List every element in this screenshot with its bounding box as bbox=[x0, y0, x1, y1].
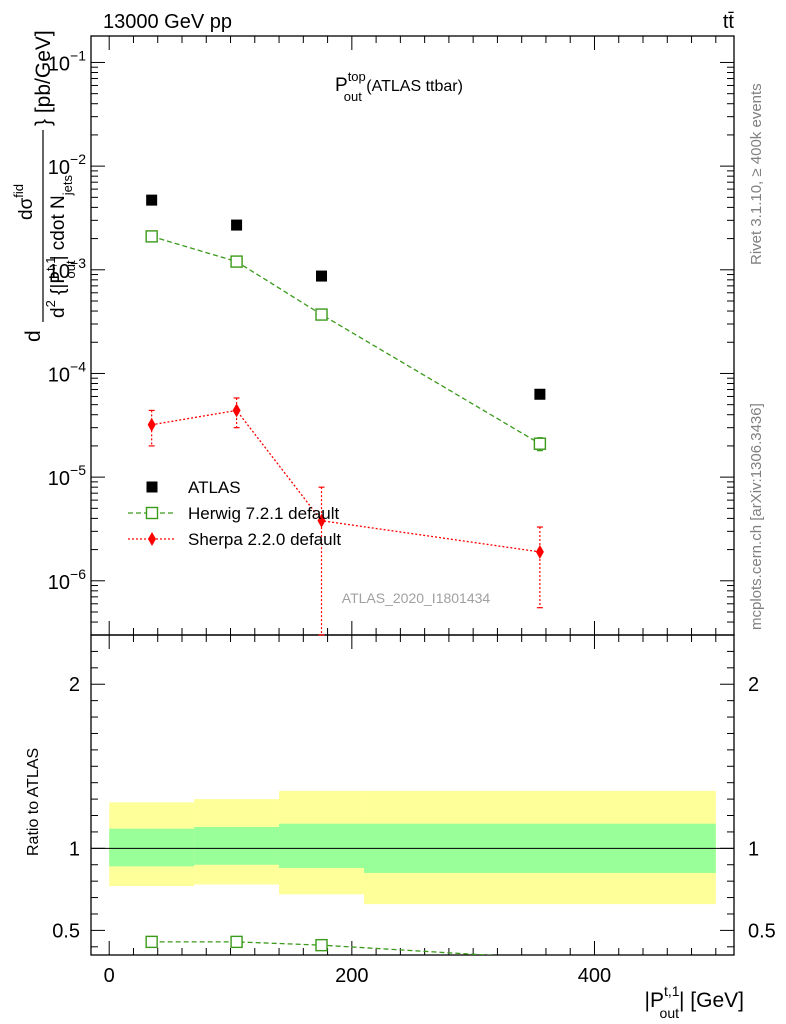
ratio-y-tick-label-right: 1 bbox=[748, 838, 759, 860]
ratio-herwig-point bbox=[145, 935, 158, 949]
main-herwig-line bbox=[151, 235, 541, 445]
plot-title-sup: top bbox=[348, 69, 366, 84]
main-sherpa-point bbox=[232, 403, 241, 418]
ratio-herwig-point bbox=[230, 935, 243, 949]
main-y-axis-label: d dσfid d2 {|Pt,1 out| cdot Njets } [pb/G… bbox=[11, 30, 78, 342]
ratio-series bbox=[145, 935, 497, 955]
analysis-watermark: ATLAS_2020_I1801434 bbox=[342, 590, 491, 606]
main-herwig-point bbox=[533, 437, 547, 450]
ratio-band-inner-2 bbox=[279, 823, 364, 869]
tick-base: 10 bbox=[48, 53, 70, 75]
ylabel-den-open: {|P bbox=[48, 271, 69, 300]
mcplots-label: mcplots.cern.ch [arXiv:1306.3436] bbox=[748, 403, 765, 630]
main-herwig-point bbox=[145, 230, 158, 243]
legend-marker-herwig bbox=[145, 506, 159, 520]
ylabel-numerator: dσfid bbox=[11, 184, 37, 220]
main-data-point bbox=[231, 219, 243, 231]
header-left-label: 13000 GeV pp bbox=[103, 11, 232, 33]
main-data-point bbox=[316, 270, 328, 282]
legend-label-sherpa: Sherpa 2.2.0 default bbox=[188, 530, 341, 549]
main-herwig-point bbox=[315, 308, 328, 321]
main-sherpa-point bbox=[535, 544, 544, 559]
x-axis-label: |Pt,1 out| [GeV] bbox=[645, 983, 745, 1021]
tick-base: 10 bbox=[48, 468, 70, 490]
x-tick-label: 200 bbox=[335, 965, 368, 987]
ylabel-denominator: d2 {|Pt,1 out| cdot Njets bbox=[43, 175, 78, 318]
ylabel-den-sup2: 2 bbox=[43, 300, 58, 307]
main-y-tick-label: 10−4 bbox=[48, 358, 86, 386]
ratio-herwig-point bbox=[315, 938, 328, 952]
plot-title-main: P bbox=[335, 75, 348, 96]
ylabel-unit: } [pb/GeV] bbox=[32, 30, 55, 126]
legend-marker-data bbox=[146, 481, 158, 493]
ylabel-prefix-d: d bbox=[22, 330, 45, 342]
plot-title: Ptop out (ATLAS ttbar) bbox=[335, 69, 463, 104]
ylabel-num-sigma: σ bbox=[16, 197, 37, 209]
ratio-axis-ticks: 0.5 0.5 1 1 2 2 0 200 400 bbox=[52, 635, 776, 987]
legend: ATLAS Herwig 7.2.1 default Sherpa 2.2.0 de… bbox=[128, 478, 341, 549]
plot-title-rest: (ATLAS ttbar) bbox=[362, 78, 463, 95]
ylabel-num-sup: fid bbox=[11, 184, 26, 198]
plot-title-sub: out bbox=[344, 89, 362, 104]
tick-exponent: −5 bbox=[70, 462, 86, 478]
tick-exponent: −1 bbox=[70, 47, 86, 63]
header-right-label: tt̄ bbox=[723, 11, 735, 33]
ratio-y-tick-label-right: 2 bbox=[748, 674, 759, 696]
x-tick-label: 0 bbox=[104, 965, 115, 987]
ylabel-den-close: | cdot N bbox=[48, 195, 69, 260]
tick-base: 10 bbox=[48, 364, 70, 386]
tick-base: 10 bbox=[48, 157, 70, 179]
main-data-point bbox=[146, 194, 158, 206]
ratio-y-tick-label: 0.5 bbox=[52, 920, 80, 942]
ratio-band-inner-0 bbox=[109, 828, 195, 867]
x-tick-label: 400 bbox=[578, 965, 611, 987]
ratio-band-inner-1 bbox=[194, 827, 280, 865]
tick-exponent: −6 bbox=[70, 566, 86, 582]
main-herwig-point bbox=[230, 255, 243, 268]
main-y-tick-label: 10−3 bbox=[48, 255, 86, 283]
main-y-tick-label: 10−2 bbox=[48, 151, 86, 179]
ratio-y-tick-label: 1 bbox=[69, 838, 80, 860]
ylabel-den-sub: out bbox=[63, 260, 78, 278]
tick-exponent: −4 bbox=[70, 358, 86, 374]
main-data-point bbox=[534, 388, 546, 400]
tick-base: 10 bbox=[48, 572, 70, 594]
ratio-herwig-line bbox=[151, 941, 497, 955]
legend-label-data: ATLAS bbox=[188, 478, 241, 497]
ratio-y-tick-label: 2 bbox=[69, 674, 80, 696]
main-sherpa-point bbox=[317, 513, 326, 528]
ylabel-num-d: d bbox=[16, 209, 37, 220]
tick-exponent: −2 bbox=[70, 151, 86, 167]
xlabel-close: | [GeV] bbox=[679, 989, 744, 1012]
ratio-y-tick-label-right: 0.5 bbox=[748, 920, 776, 942]
main-y-tick-label: 10−6 bbox=[48, 566, 86, 594]
main-axis-ticks: 10−110−210−310−410−510−6 bbox=[48, 36, 734, 636]
legend-label-herwig: Herwig 7.2.1 default bbox=[188, 504, 339, 523]
main-series bbox=[145, 194, 547, 636]
legend-marker-sherpa bbox=[148, 532, 156, 546]
ratio-plot-frame bbox=[90, 634, 735, 956]
xlabel-open: |P bbox=[645, 989, 664, 1012]
main-sherpa-point bbox=[147, 417, 156, 432]
xlabel-sup: t,1 bbox=[664, 983, 680, 999]
ratio-y-axis-label: Ratio to ATLAS bbox=[25, 748, 42, 856]
ylabel-den-d: d bbox=[48, 307, 69, 318]
xlabel-sub: out bbox=[660, 1005, 680, 1021]
rivet-label: Rivet 3.1.10, ≥ 400k events bbox=[748, 83, 765, 265]
tick-exponent: −3 bbox=[70, 255, 86, 271]
tick-base: 10 bbox=[48, 261, 70, 283]
main-y-tick-label: 10−5 bbox=[48, 462, 86, 490]
ylabel-den-sub2: jets bbox=[60, 175, 75, 197]
main-y-tick-label: 10−1 bbox=[48, 47, 86, 75]
ylabel-den-sup: t,1 bbox=[43, 256, 58, 270]
ratio-bands bbox=[109, 790, 716, 905]
